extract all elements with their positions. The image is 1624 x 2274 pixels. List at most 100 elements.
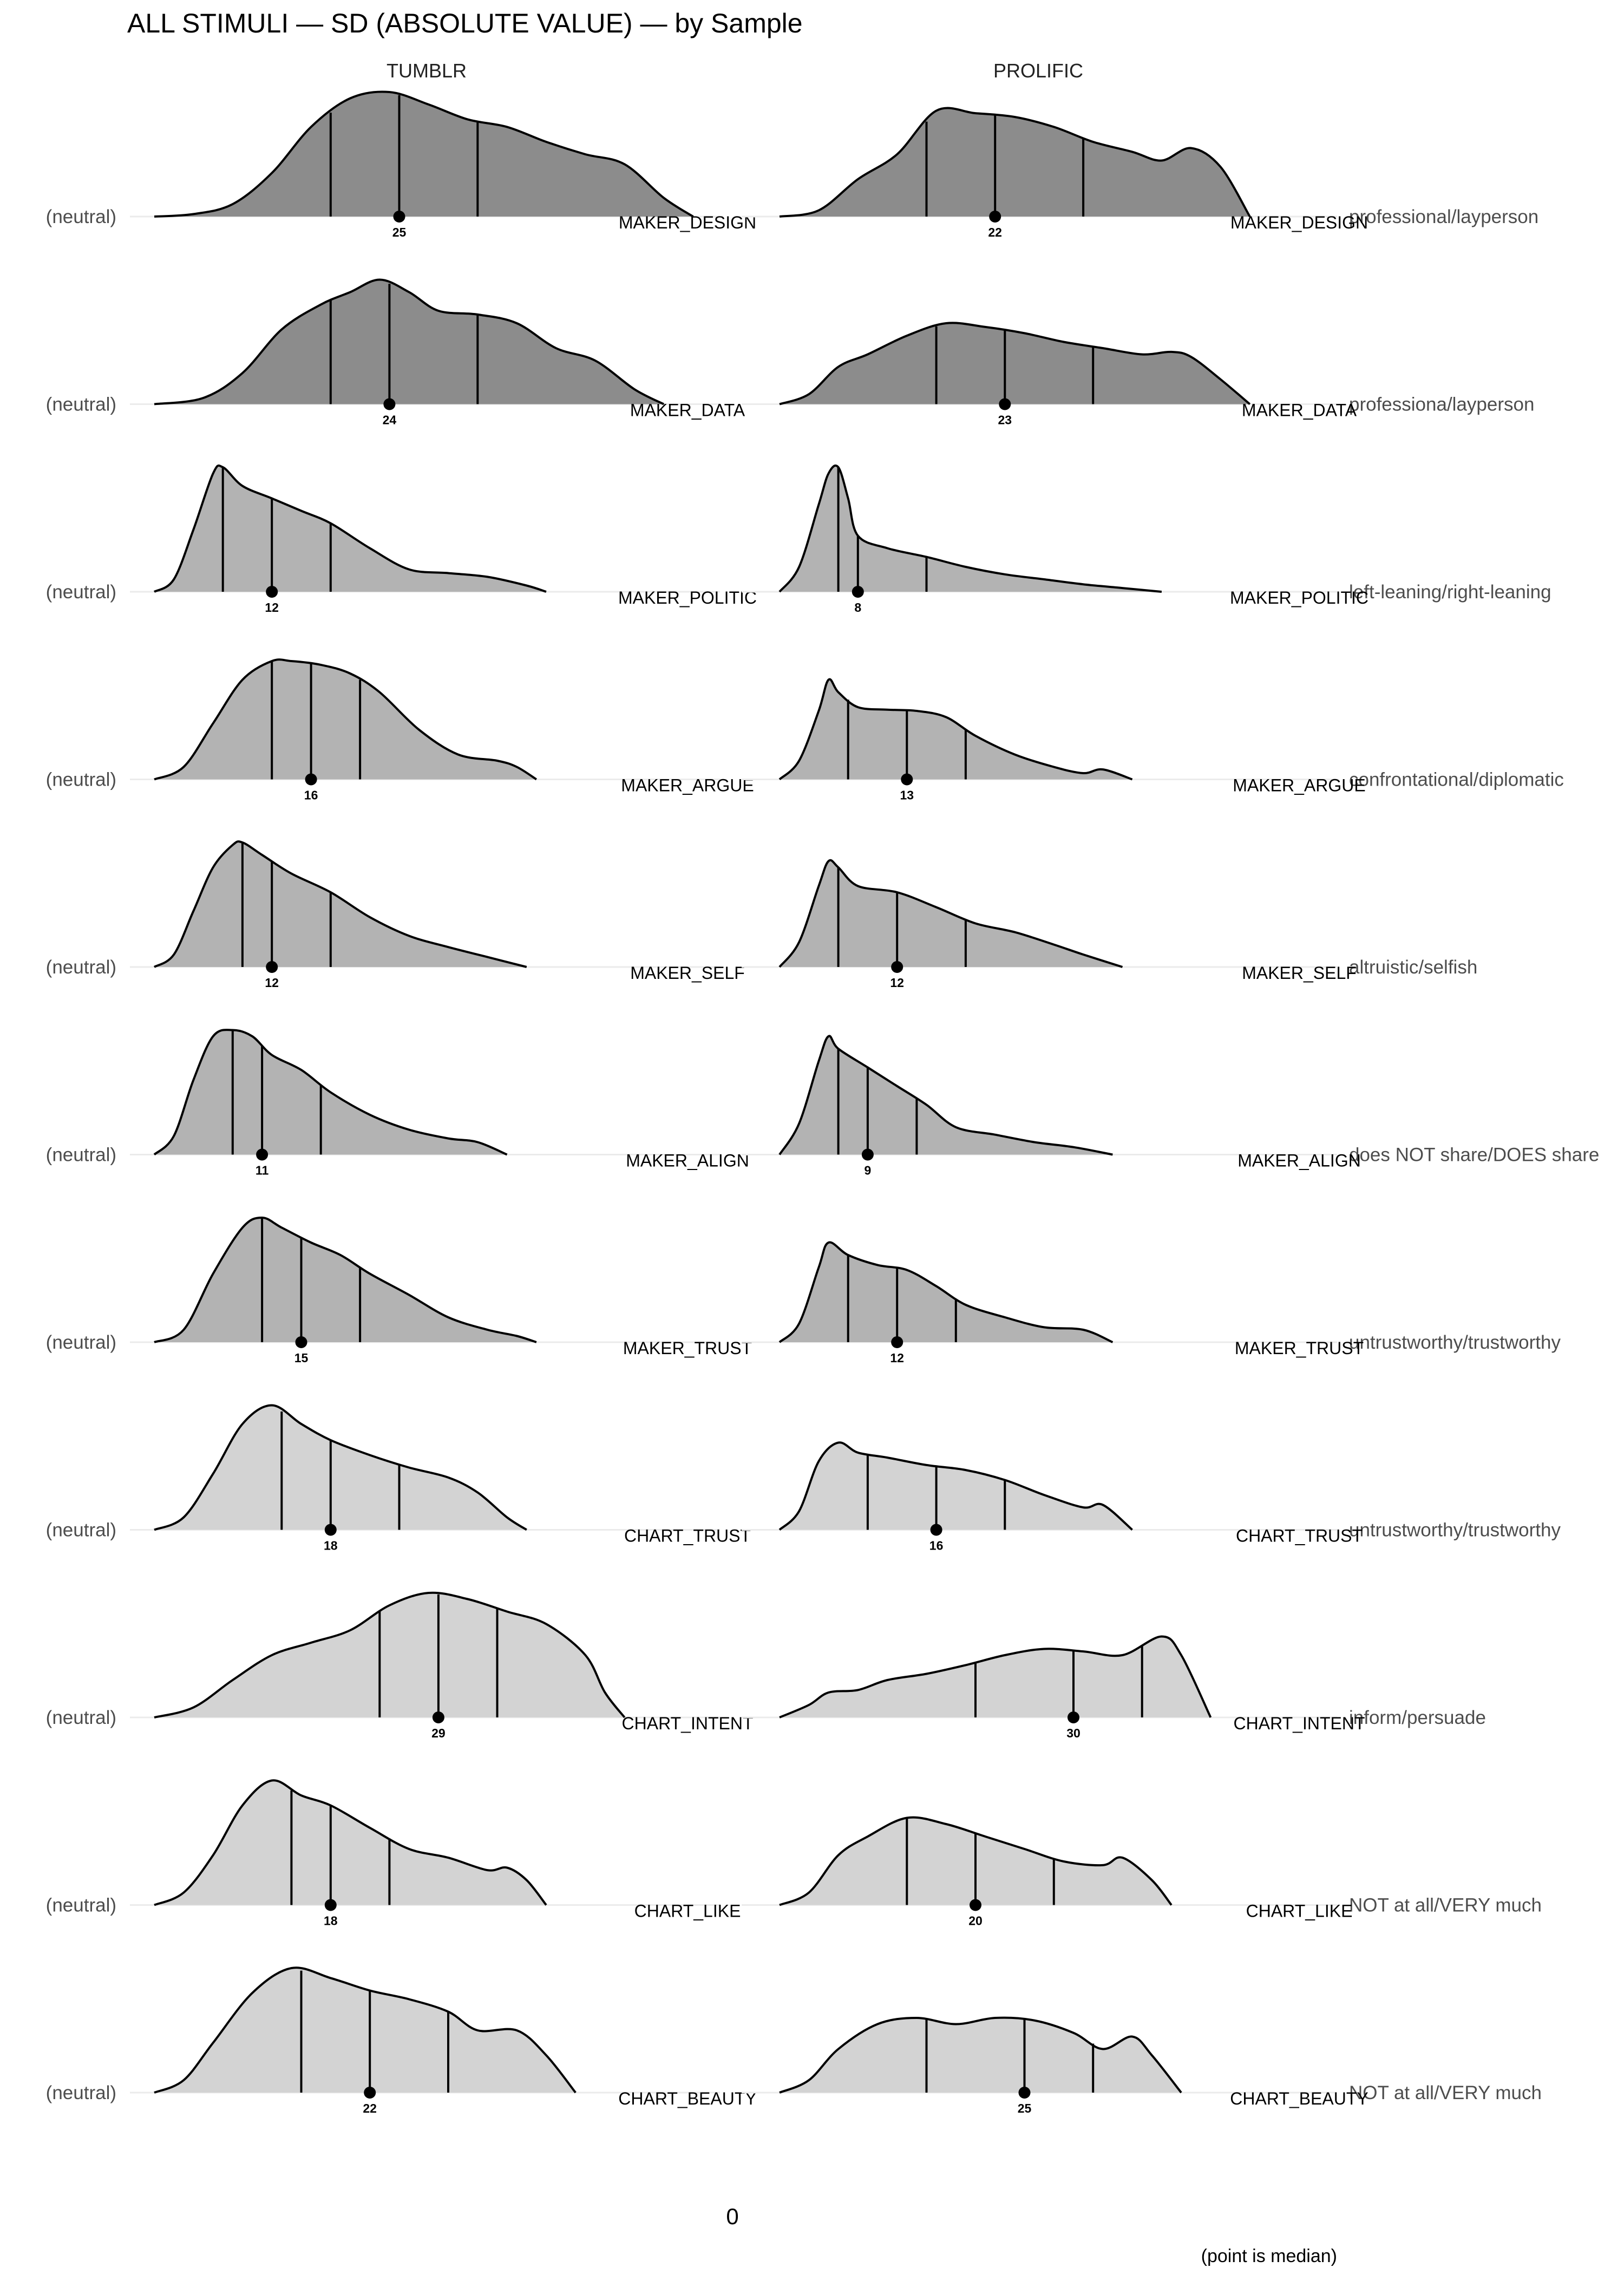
scale-anchor-label: professional/layperson [1349,206,1538,227]
density-outline [153,840,527,968]
density-outline [778,1035,1113,1156]
stimulus-label: MAKER_ARGUE [621,776,754,795]
density-outline [779,2016,1182,2094]
stimulus-label: MAKER_TRUST [1235,1338,1364,1358]
median-label: 13 [900,788,914,802]
stimulus-label: CHART_BEAUTY [618,2089,756,2108]
ridge-row-maker-align: (neutral) does NOT share/DOES share 11 MAKE… [46,1029,1599,1178]
y-axis-tick-label: (neutral) [46,957,116,978]
density-area [780,1242,1113,1342]
stimulus-label: CHART_INTENT [622,1714,754,1733]
density-outline [778,678,1133,781]
density-area [154,1030,507,1155]
caption: (point is median) [1201,2246,1337,2266]
ridge-row-chart-like: (neutral) NOT at all/VERY much 18 CHART_LIK… [46,1779,1542,1928]
density-outline [778,464,1162,593]
density-outline [154,1591,626,1718]
median-label: 8 [854,600,861,615]
median-point [930,1524,942,1536]
density-outline [778,1241,1114,1343]
y-axis-tick-label: (neutral) [46,1520,116,1541]
y-axis-tick-label: (neutral) [46,1895,116,1916]
density-area [780,1636,1211,1717]
density-outline [154,1216,537,1343]
density-area [154,1218,536,1342]
y-axis-tick-label: (neutral) [46,1145,116,1166]
density-area [780,465,1162,592]
scale-anchor-label: NOT at all/VERY much [1349,2082,1542,2103]
median-label: 16 [304,788,318,802]
scale-anchor-label: untrustworthy/trustworthy [1349,1520,1561,1541]
stimulus-label: CHART_BEAUTY [1230,2089,1368,2108]
density-area [780,108,1250,217]
ridge-row-maker-design: (neutral) professional/layperson 25 MAKER_D… [46,90,1538,239]
scale-anchor-label: left-leaning/right-leaning [1349,581,1551,603]
median-point [989,211,1001,223]
median-point [891,961,903,973]
ridge-row-maker-argue: (neutral) confrontational/diplomatic 16 MAK… [46,658,1564,802]
density-area [780,323,1250,404]
facet-label-tumblr: TUMBLR [387,60,467,82]
stimulus-label: MAKER_POLITIC [618,588,757,607]
density-area [154,465,546,592]
ridge-row-maker-trust: (neutral) untrustworthy/trustworthy 15 MAKE… [46,1216,1561,1365]
y-axis-tick-label: (neutral) [46,1332,116,1353]
scale-anchor-label: confrontational/diplomatic [1349,769,1564,790]
median-point [266,961,278,973]
median-point [970,1899,981,1911]
density-outline [779,322,1251,406]
stimulus-label: CHART_INTENT [1234,1714,1365,1733]
stimulus-label: CHART_TRUST [1236,1526,1363,1546]
density-outline [779,1635,1212,1718]
density-area [780,1036,1113,1155]
chart-title: ALL STIMULI — SD (ABSOLUTE VALUE) — by S… [127,8,803,38]
scale-anchor-label: NOT at all/VERY much [1349,1895,1542,1916]
density-outline [153,464,547,593]
ridge-row-maker-politic: (neutral) left-leaning/right-leaning 12 MAK… [46,464,1551,615]
density-area [780,2017,1182,2093]
density-area [154,659,536,780]
stimulus-label: MAKER_SELF [1242,963,1357,983]
median-point [901,773,913,786]
density-area [154,279,664,404]
y-axis-tick-label: (neutral) [46,1707,116,1728]
median-point [305,773,317,786]
median-label: 9 [865,1164,872,1178]
y-axis-tick-label: (neutral) [46,2082,116,2103]
density-outline [154,658,537,781]
median-label: 12 [265,976,279,990]
scale-anchor-label: altruistic/selfish [1349,957,1477,978]
x-axis-tick-label: 0 [726,2204,738,2229]
density-outline [154,1779,547,1906]
ridge-row-chart-intent: (neutral) inform/persuade 29 CHART_INTENT 30… [46,1591,1486,1740]
median-point [1018,2087,1031,2099]
median-label: 12 [265,600,279,615]
median-label: 20 [968,1914,983,1928]
median-label: 18 [324,1539,338,1553]
stimulus-label: MAKER_DESIGN [1230,213,1368,232]
median-point [861,1148,874,1161]
stimulus-label: MAKER_POLITIC [1230,588,1368,607]
median-point [266,586,278,598]
density-area [154,92,693,217]
density-outline [154,1404,527,1531]
scale-anchor-label: professiona/layperson [1349,394,1534,415]
scale-anchor-label: untrustworthy/trustworthy [1349,1332,1561,1353]
median-label: 15 [294,1351,309,1365]
median-label: 30 [1066,1726,1081,1740]
stimulus-label: MAKER_DESIGN [619,213,756,232]
median-point [393,211,405,223]
stimulus-label: MAKER_ALIGN [1237,1151,1361,1171]
y-axis-tick-label: (neutral) [46,769,116,790]
median-label: 29 [431,1726,446,1740]
median-label: 11 [256,1164,269,1178]
stimulus-label: CHART_LIKE [634,1901,741,1921]
density-outline [778,1441,1133,1531]
density-outline [154,1966,577,2094]
median-point [324,1899,337,1911]
density-area [780,679,1132,780]
median-point [999,398,1011,410]
median-point [324,1524,337,1536]
density-outline [154,90,694,218]
